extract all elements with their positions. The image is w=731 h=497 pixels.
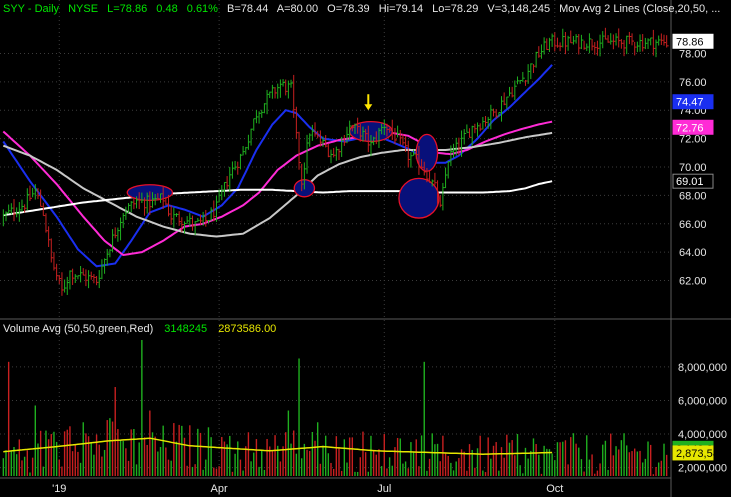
price-header: SYY - Daily NYSE L=78.86 0.48 0.61% B=78… — [3, 3, 720, 15]
header-volume: V=3,148,245 — [487, 3, 550, 15]
price-last-tag-text: 69.01 — [676, 176, 704, 188]
volume-bars — [2, 340, 668, 476]
price-last-tag: 69.01 — [672, 173, 714, 189]
price-last-tag: 78.86 — [672, 33, 714, 49]
ma-line-flat — [3, 180, 553, 217]
price-tick-label: 62.00 — [679, 276, 707, 288]
price-tick-label: 64.00 — [679, 247, 707, 259]
header-study: Mov Avg 2 Lines (Close,20,50, ... — [559, 3, 720, 15]
volume-header-value2: 2873586.00 — [218, 323, 276, 335]
price-last-tag-box — [672, 173, 714, 189]
header-exchange: NYSE — [68, 3, 98, 15]
price-tick-label: 76.00 — [679, 77, 707, 89]
svg-text:Volume Avg (50,50,green,Red): Volume Avg (50,50,green,Red) 3148245 287… — [3, 323, 276, 335]
date-tick-label: '19 — [52, 483, 66, 495]
date-tick-label: Apr — [211, 483, 228, 495]
volume-axis: 2,000,0004,000,0006,000,0008,000,0003,14… — [672, 362, 727, 475]
volume-tick-label: 8,000,000 — [678, 362, 727, 374]
highlight-ellipse — [415, 133, 439, 172]
price-last-tag-box — [672, 94, 714, 110]
volume-tick-label: 4,000,000 — [678, 429, 727, 441]
volume-tick-label: 6,000,000 — [678, 395, 727, 407]
header-change: 0.48 — [156, 3, 177, 15]
header-bid: B=78.44 — [227, 3, 268, 15]
volume-header: Volume Avg (50,50,green,Red) 3148245 287… — [3, 323, 276, 335]
price-tick-label: 70.00 — [679, 162, 707, 174]
highlight-ellipse — [398, 177, 440, 219]
header-last: L=78.86 — [107, 3, 147, 15]
annotation-arrows — [364, 94, 373, 111]
arrow-head — [364, 104, 373, 111]
price-last-tag: 74.47 — [672, 94, 714, 110]
volume-last-tag-box — [672, 445, 714, 461]
price-tick-label: 72.00 — [679, 134, 707, 146]
volume-header-value1: 3148245 — [164, 323, 207, 335]
price-last-tag-text: 72.76 — [676, 122, 704, 134]
price-last-tag-box — [672, 119, 714, 135]
svg-text:SYY - Daily NYSE L: SYY - Daily NYSE L=78.86 0.48 0.61% B=78… — [3, 3, 720, 15]
price-last-tag-text: 78.86 — [676, 36, 704, 48]
price-bars — [2, 27, 669, 296]
header-low: Lo=78.29 — [432, 3, 478, 15]
volume-average-line — [3, 437, 553, 455]
price-last-tag-text: 74.47 — [676, 97, 704, 109]
ma-line-20 — [2, 64, 553, 268]
date-tick-label: Oct — [546, 483, 563, 495]
date-tick-label: Jul — [377, 483, 391, 495]
price-axis: 62.0064.0066.0068.0070.0072.0074.0076.00… — [672, 33, 714, 288]
price-last-tag-box — [672, 33, 714, 49]
price-tick-label: 66.00 — [679, 219, 707, 231]
moving-average-lines — [2, 64, 553, 268]
volume-last-tag-text: 2,873,586 — [676, 448, 725, 460]
date-axis: '19 Apr Jul Oct — [52, 483, 563, 495]
volume-last-tag: 2,873,586 — [672, 445, 725, 461]
volume-header-label: Volume Avg (50,50,green,Red) — [3, 323, 153, 335]
volume-average-path — [3, 437, 553, 455]
header-open: O=78.39 — [327, 3, 370, 15]
header-symbol: SYY - Daily — [3, 3, 60, 15]
volume-tick-label: 2,000,000 — [678, 463, 727, 475]
price-tick-label: 68.00 — [679, 190, 707, 202]
price-last-tag: 72.76 — [672, 119, 714, 135]
header-change-pct: 0.61% — [187, 3, 218, 15]
price-tick-label: 78.00 — [679, 48, 707, 60]
header-high: Hi=79.14 — [379, 3, 423, 15]
ma-line-50 — [2, 120, 553, 257]
header-ask: A=80.00 — [277, 3, 318, 15]
ma-line-200 — [2, 131, 553, 238]
